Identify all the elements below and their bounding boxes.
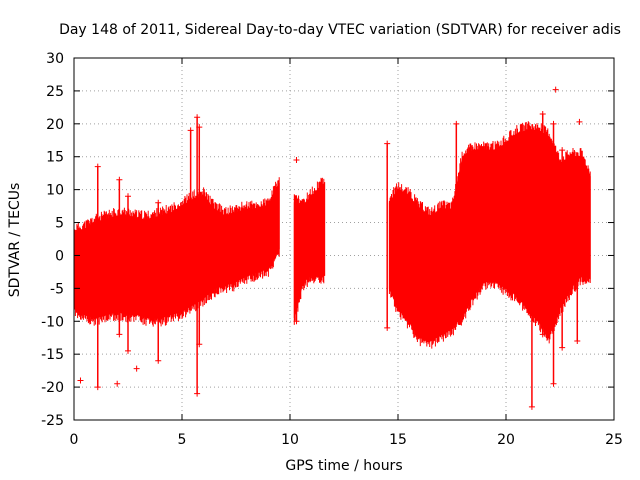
data-spike-end-marker: [194, 390, 201, 397]
data-spike-end-marker: [384, 140, 391, 147]
data-point-outlier: [576, 118, 583, 125]
y-tick-label: 10: [46, 183, 64, 199]
data-series: [73, 86, 591, 410]
data-spike-end-marker: [116, 331, 123, 338]
y-tick-label: 30: [46, 51, 64, 67]
x-axis-label: GPS time / hours: [285, 458, 402, 474]
data-spike-end-marker: [453, 120, 460, 127]
data-spike-end-marker: [539, 110, 546, 117]
data-point-outlier: [133, 365, 140, 372]
data-spike-end-marker: [187, 291, 194, 298]
data-spike-end-marker: [187, 127, 194, 134]
y-tick-label: 15: [46, 150, 64, 166]
data-spike-end-marker: [155, 357, 162, 364]
data-point-outlier: [293, 157, 300, 164]
data-spike-end-marker: [293, 196, 300, 203]
data-spike-end-marker: [453, 311, 460, 318]
data-spike-end-marker: [559, 147, 566, 154]
data-spike-end-marker: [384, 324, 391, 331]
axis-ticks: -25 -20 -15 -10 -5 0 5 10 15 20 25 30 0 5 10 15 20 25: [41, 51, 623, 448]
chart-title: Day 148 of 2011, Sidereal Day-to-day VTE…: [59, 22, 621, 38]
data-spike-end-marker: [155, 199, 162, 206]
data-spike-end-marker: [574, 338, 581, 345]
y-tick-label: -5: [50, 281, 64, 297]
data-point-outlier: [114, 380, 121, 387]
data-spike-end-marker: [559, 344, 566, 351]
x-tick-label: 25: [605, 432, 623, 448]
y-tick-label: -20: [41, 380, 64, 396]
data-point-outlier: [77, 377, 84, 384]
data-spike-end-marker: [116, 176, 123, 183]
y-tick-label: 20: [46, 117, 64, 133]
x-tick-label: 0: [70, 432, 79, 448]
data-spike-end-marker: [94, 163, 101, 170]
data-spike-end-marker: [528, 186, 535, 193]
x-tick-label: 10: [281, 432, 299, 448]
y-axis-label: SDTVAR / TECUs: [7, 183, 23, 298]
x-tick-label: 15: [389, 432, 407, 448]
x-tick-label: 5: [178, 432, 187, 448]
data-spike-end-marker: [94, 384, 101, 391]
y-tick-label: -10: [41, 314, 64, 330]
data-spike-end-marker: [293, 318, 300, 325]
data-spike-end-marker: [539, 331, 546, 338]
y-tick-label: 25: [46, 84, 64, 100]
y-tick-label: 5: [55, 216, 64, 232]
data-spike-end-marker: [196, 341, 203, 348]
data-spike-end-marker: [194, 114, 201, 121]
data-point-outlier: [552, 86, 559, 93]
plot-frame: [73, 57, 615, 421]
data-spike-end-marker: [125, 193, 131, 200]
data-spike-end-marker: [550, 120, 557, 127]
data-spike-end-marker: [528, 403, 535, 410]
y-tick-label: 0: [55, 248, 64, 264]
data-spike-end-marker: [550, 380, 557, 387]
data-spike-end-marker: [196, 124, 203, 131]
x-tick-label: 20: [497, 432, 515, 448]
data-spike-end-marker: [574, 153, 581, 160]
y-tick-label: -15: [41, 347, 64, 363]
data-spike-end-marker: [125, 347, 131, 354]
y-tick-label: -25: [41, 413, 64, 429]
